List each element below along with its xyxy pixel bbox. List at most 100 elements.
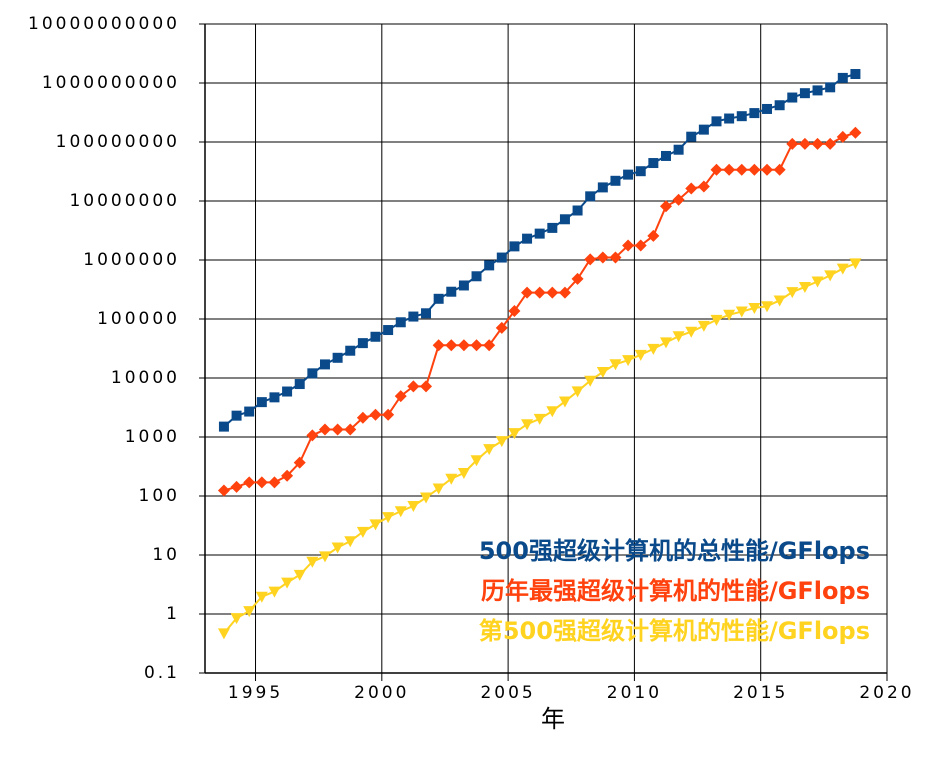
y-tick-label: 10000000 xyxy=(69,191,180,211)
data-point xyxy=(571,386,584,398)
data-point xyxy=(786,287,799,299)
data-point xyxy=(306,429,319,442)
data-point xyxy=(660,150,671,161)
data-point xyxy=(533,413,546,425)
y-tick-label: 1000000 xyxy=(83,250,180,270)
y-tick-label: 100000 xyxy=(97,309,180,329)
data-point xyxy=(446,286,457,297)
data-point xyxy=(824,270,837,282)
data-point xyxy=(850,69,861,80)
data-point xyxy=(534,228,545,239)
data-point xyxy=(811,276,824,288)
data-point xyxy=(483,444,496,456)
legend-label: 历年最强超级计算机的性能/GFlops xyxy=(481,577,870,605)
data-point xyxy=(825,82,836,93)
data-point xyxy=(484,260,495,271)
data-point xyxy=(647,229,660,242)
data-point xyxy=(508,428,521,440)
data-point xyxy=(736,111,747,122)
data-point xyxy=(457,339,470,352)
data-point xyxy=(318,423,331,436)
data-point xyxy=(773,163,786,176)
x-tick-label: 2005 xyxy=(480,683,535,703)
x-tick-label: 2010 xyxy=(607,683,662,703)
data-point xyxy=(710,314,723,326)
data-point xyxy=(622,355,635,367)
data-point xyxy=(255,476,268,489)
data-point xyxy=(622,239,635,252)
data-point xyxy=(597,182,608,193)
data-point xyxy=(635,166,646,177)
data-point xyxy=(546,406,559,418)
data-point xyxy=(345,345,356,356)
data-point xyxy=(558,286,571,299)
data-point xyxy=(647,343,660,355)
data-point xyxy=(837,72,848,83)
data-point xyxy=(255,591,268,603)
data-point xyxy=(672,331,685,343)
data-point xyxy=(243,476,256,489)
data-point xyxy=(420,492,433,504)
data-point xyxy=(495,321,508,334)
data-point xyxy=(281,577,294,589)
data-point xyxy=(724,113,735,124)
data-point xyxy=(395,317,406,328)
data-point xyxy=(230,480,243,493)
data-point xyxy=(723,163,736,176)
data-point xyxy=(522,233,533,244)
data-point xyxy=(294,379,305,390)
data-point xyxy=(572,205,583,216)
data-point xyxy=(370,331,381,342)
data-point xyxy=(584,253,597,266)
data-point xyxy=(217,628,230,640)
data-point xyxy=(836,263,849,275)
data-point xyxy=(318,551,331,563)
data-point xyxy=(332,352,343,363)
data-point xyxy=(331,423,344,436)
data-point xyxy=(421,308,432,319)
data-point xyxy=(432,339,445,352)
data-point xyxy=(748,163,761,176)
data-point xyxy=(268,586,281,598)
data-point xyxy=(470,339,483,352)
data-point xyxy=(394,390,407,403)
data-point xyxy=(735,306,748,318)
data-point xyxy=(787,92,798,103)
data-point xyxy=(571,272,584,285)
data-point xyxy=(710,163,723,176)
data-point xyxy=(420,380,433,393)
data-point xyxy=(243,606,256,618)
legend-label: 第500强超级计算机的性能/GFlops xyxy=(479,617,870,645)
data-point xyxy=(685,326,698,338)
data-point xyxy=(634,349,647,361)
y-tick-label: 10000000000 xyxy=(28,14,180,34)
data-point xyxy=(774,100,785,111)
data-point xyxy=(281,469,294,482)
data-point xyxy=(293,569,306,581)
data-point xyxy=(596,251,609,264)
y-tick-label: 10 xyxy=(152,545,180,565)
data-point xyxy=(508,304,521,317)
data-point xyxy=(762,103,773,114)
data-point xyxy=(609,251,622,264)
data-point xyxy=(383,325,394,336)
data-point xyxy=(798,281,811,293)
y-tick-label: 1000 xyxy=(125,427,180,447)
data-point xyxy=(672,193,685,206)
data-point xyxy=(748,303,761,315)
data-point xyxy=(344,536,357,548)
x-tick-label: 2000 xyxy=(354,683,409,703)
data-point xyxy=(244,406,255,417)
data-point xyxy=(282,386,293,397)
data-point xyxy=(634,239,647,252)
data-point xyxy=(268,476,281,489)
data-point xyxy=(445,339,458,352)
data-point xyxy=(659,337,672,349)
y-tick-label: 100 xyxy=(139,486,180,506)
data-point xyxy=(799,88,810,99)
data-point xyxy=(331,542,344,554)
data-point xyxy=(269,392,280,403)
data-point xyxy=(609,359,622,371)
data-point xyxy=(471,271,482,282)
